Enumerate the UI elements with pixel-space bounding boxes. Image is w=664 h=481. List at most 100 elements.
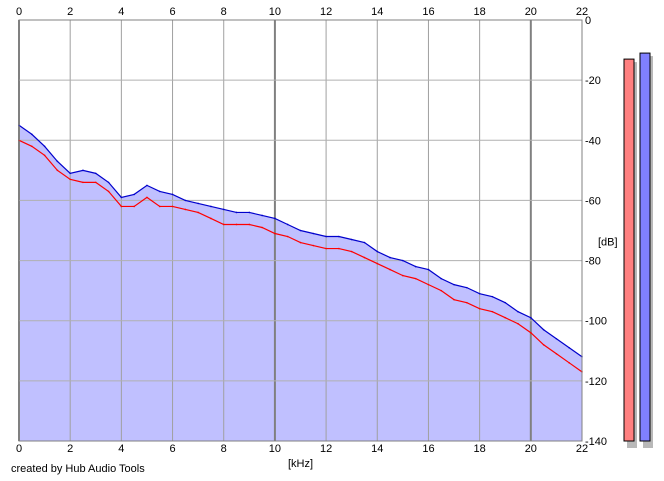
y-tick-label: 0 (585, 15, 591, 27)
series-2-point (69, 172, 71, 175)
series-2-point (43, 145, 46, 148)
series-1-point (414, 277, 417, 280)
series-2-point (248, 211, 251, 214)
series-1-point (286, 235, 289, 238)
series-1-point (235, 223, 238, 226)
plot-border (18, 19, 583, 442)
series-2-point (568, 346, 571, 349)
series-1-point (312, 244, 315, 247)
series-2-point (542, 328, 545, 331)
x-tick-label-top: 2 (67, 6, 73, 18)
series-1-point (504, 316, 507, 319)
series-1-point (210, 217, 212, 220)
x-tick-label-bottom: 16 (422, 443, 434, 455)
series-2-point (312, 232, 315, 235)
x-tick-label-top: 4 (118, 6, 124, 18)
series-1-point (171, 205, 174, 208)
series-1-point (107, 190, 110, 193)
series-2-point (210, 205, 212, 208)
series-2-point (56, 160, 59, 163)
x-tick-label-top: 8 (221, 6, 227, 18)
series-2-point (286, 223, 289, 226)
series-1-point (363, 256, 366, 259)
series-1-point (69, 178, 71, 181)
x-tick-label-bottom: 12 (320, 443, 332, 455)
x-tick-label-top: 20 (525, 6, 537, 18)
x-axis-label: [kHz] (288, 458, 313, 470)
x-tick-label-top: 22 (576, 6, 588, 18)
series-1-point (402, 274, 404, 277)
series-2-point (261, 214, 263, 217)
level-meter-1 (623, 58, 635, 442)
series-2-point (222, 208, 225, 211)
series-1-point (56, 169, 59, 172)
series-1-point (478, 307, 481, 310)
series-1-point (197, 211, 199, 214)
series-1-point (274, 232, 276, 235)
series-2-point (414, 265, 417, 268)
x-tick-label-top: 6 (169, 6, 175, 18)
series-2-point (453, 283, 455, 286)
series-1-point (542, 343, 545, 346)
series-2-point (82, 169, 84, 172)
y-tick-label: -140 (585, 436, 607, 448)
series-2-point (94, 172, 97, 175)
series-1-point (82, 181, 84, 184)
x-tick-label-bottom: 6 (169, 443, 175, 455)
series-2-point (325, 235, 327, 238)
series-2-point (184, 199, 187, 202)
x-tick-label-top: 10 (269, 6, 281, 18)
x-tick-label-bottom: 10 (269, 443, 281, 455)
series-2-point (504, 301, 507, 304)
y-tick-label: -60 (585, 195, 601, 207)
x-tick-label-bottom: 18 (474, 443, 486, 455)
series-1-point (350, 250, 353, 253)
series-2-point (402, 259, 404, 262)
series-2-point (491, 295, 494, 298)
x-tick-label-bottom: 20 (525, 443, 537, 455)
series-2-point (107, 181, 110, 184)
level-meter-2 (639, 52, 651, 442)
series-1-point (389, 268, 391, 271)
series-2-point (555, 337, 558, 340)
series-2-point (466, 286, 468, 289)
x-tick-label-top: 0 (16, 6, 22, 18)
series-1-point (133, 205, 135, 208)
series-2-point (171, 193, 174, 196)
series-1-point (94, 181, 97, 184)
series-2-point (120, 196, 123, 199)
y-tick-label: -100 (585, 316, 607, 328)
series-1-point (376, 262, 379, 265)
series-2-point (350, 238, 353, 241)
series-2-point (146, 184, 148, 187)
series-1-point (453, 298, 455, 301)
series-2-point (530, 316, 532, 319)
series-2-point (440, 277, 443, 280)
y-tick-label: -80 (585, 256, 601, 268)
series-1-point (248, 223, 251, 226)
series-2-point (299, 229, 302, 232)
series-1-point (184, 208, 187, 211)
series-1-point (530, 331, 532, 334)
series-1-point (222, 223, 225, 226)
series-2-point (427, 268, 430, 271)
y-axis-label: [dB] (598, 237, 618, 249)
y-tick-label: -120 (585, 376, 607, 388)
series-1-point (517, 322, 519, 325)
x-tick-label-top: 16 (422, 6, 434, 18)
x-tick-label-bottom: 2 (67, 443, 73, 455)
y-tick-label: -40 (585, 135, 601, 147)
x-tick-label-bottom: 4 (118, 443, 124, 455)
series-2-point (30, 133, 33, 136)
series-1-point (299, 241, 302, 244)
spectrum-fill-area (19, 125, 582, 441)
series-1-point (568, 362, 571, 364)
series-1-point (261, 226, 263, 229)
series-2-point (517, 310, 519, 313)
series-2-point (338, 235, 340, 238)
series-1-point (146, 196, 148, 199)
series-2-point (376, 250, 379, 253)
y-tick-label: -20 (585, 75, 601, 87)
